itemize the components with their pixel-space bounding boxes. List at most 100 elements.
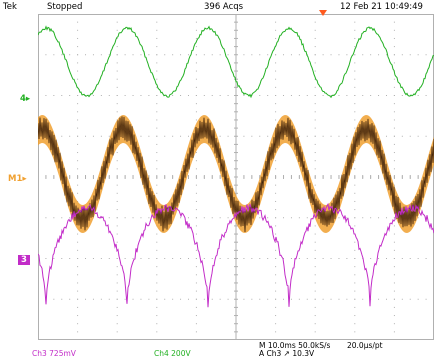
grid-dot xyxy=(77,274,79,276)
grid-dot xyxy=(227,135,229,137)
grid-dot xyxy=(401,258,403,259)
grid-dot xyxy=(77,152,79,154)
grid-dot xyxy=(275,298,277,300)
grid-dot xyxy=(393,290,395,292)
grid-dot xyxy=(227,258,229,259)
grid-dot xyxy=(393,241,395,243)
grid-dot xyxy=(275,70,277,72)
grid-dot xyxy=(156,54,158,56)
grid-dot xyxy=(330,135,332,137)
grid-dot xyxy=(227,217,229,219)
grid-dot xyxy=(425,54,427,56)
grid-dot xyxy=(219,95,221,96)
grid-dot xyxy=(77,103,79,105)
grid-dot xyxy=(227,298,229,300)
grid-dot xyxy=(354,298,356,300)
grid-dot xyxy=(314,323,316,325)
grid-dot xyxy=(92,298,94,300)
grid-dot xyxy=(116,21,118,23)
grid-dot xyxy=(425,217,427,219)
grid-dot xyxy=(314,306,316,308)
grid-dot xyxy=(354,225,356,227)
grid-dot xyxy=(243,135,245,137)
grid-dot xyxy=(124,95,126,96)
grid-dot xyxy=(259,95,261,96)
grid-dot xyxy=(314,62,316,64)
grid-dot xyxy=(45,217,47,219)
grid-dot xyxy=(180,258,182,259)
grid-dot xyxy=(156,119,158,121)
grid-dot xyxy=(393,282,395,284)
grid-dot xyxy=(393,21,395,23)
grid-dot xyxy=(314,184,316,186)
grid-dot xyxy=(330,95,332,96)
grid-dot xyxy=(195,103,197,105)
grid-dot xyxy=(148,217,150,219)
grid-dot xyxy=(275,54,277,56)
grid-dot xyxy=(156,249,158,251)
grid-dot xyxy=(116,160,118,162)
grid-dot xyxy=(393,37,395,39)
grid-dot xyxy=(322,54,324,56)
grid-dot xyxy=(219,217,221,219)
grid-dot xyxy=(219,258,221,259)
grid-dot xyxy=(77,290,79,292)
grid-dot xyxy=(393,111,395,113)
grid-dot xyxy=(314,249,316,251)
grid-dot xyxy=(354,323,356,325)
grid-dot xyxy=(195,21,197,23)
grid-dot xyxy=(370,217,372,219)
ch3-reference-label: 3 xyxy=(21,255,27,265)
grid-dot xyxy=(298,95,300,96)
grid-dot xyxy=(425,135,427,137)
grid-dot xyxy=(385,95,387,96)
grid-dot xyxy=(401,135,403,137)
grid-dot xyxy=(314,111,316,113)
grid-dot xyxy=(100,95,102,96)
grid-dot xyxy=(116,274,118,276)
grid-dot xyxy=(393,168,395,170)
grid-dot xyxy=(195,168,197,170)
grid-dot xyxy=(195,70,197,72)
grid-dot xyxy=(267,298,269,300)
math-reference-arrow[interactable]: M1▸ xyxy=(8,174,27,184)
acquisition-count: 396 Acqs xyxy=(204,2,244,12)
grid-dot xyxy=(77,233,79,235)
grid-dot xyxy=(172,298,174,300)
grid-dot xyxy=(275,331,277,333)
grid-dot xyxy=(354,290,356,292)
grid-dot xyxy=(156,160,158,162)
grid-dot xyxy=(140,95,142,96)
ch4-arrow-icon: ▸ xyxy=(25,94,31,104)
grid-dot xyxy=(77,54,79,56)
ch4-reference-arrow[interactable]: 4▸ xyxy=(20,94,30,104)
grid-dot xyxy=(330,258,332,259)
grid-dot xyxy=(354,168,356,170)
trigger-readout: A Ch3 ↗ 10.3V xyxy=(259,349,315,358)
grid-dot xyxy=(195,331,197,333)
grid-dot xyxy=(298,135,300,137)
grid-dot xyxy=(283,298,285,300)
trigger-position-icon[interactable] xyxy=(319,10,327,16)
grid-dot xyxy=(219,54,221,56)
grid-dot xyxy=(275,209,277,211)
grid-dot xyxy=(354,315,356,317)
grid-dot xyxy=(314,298,316,300)
grid-dot xyxy=(77,258,79,259)
grid-dot xyxy=(354,37,356,39)
grid-dot xyxy=(275,95,277,96)
math-reference-label: M xyxy=(8,174,17,184)
grid-dot xyxy=(195,62,197,64)
grid-dot xyxy=(306,135,308,137)
grid-dot xyxy=(203,217,205,219)
ch3-reference-marker[interactable]: 3 xyxy=(18,255,30,265)
grid-dot xyxy=(77,323,79,325)
grid-dot xyxy=(156,184,158,186)
grid-dot xyxy=(354,111,356,113)
grid-dot xyxy=(385,217,387,219)
grid-dot xyxy=(314,54,316,56)
grid-dot xyxy=(116,282,118,284)
grid-dot xyxy=(77,160,79,162)
grid-dot xyxy=(156,282,158,284)
waveform-display[interactable] xyxy=(38,14,434,340)
